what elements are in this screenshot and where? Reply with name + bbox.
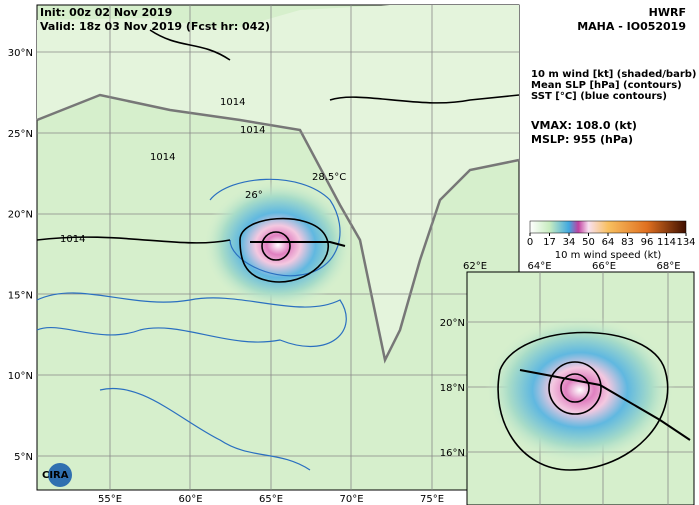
inset-lon-label: 66°E [592, 261, 616, 272]
colorbar-tick-label: 50 [582, 237, 595, 248]
lon-label: 55°E [98, 494, 122, 505]
slp-contours [36, 29, 520, 283]
colorbar-tick-label: 17 [543, 237, 556, 248]
contour-label: 26° [245, 190, 263, 201]
legend: 10 m wind [kt] (shaded/barb)Mean SLP [hP… [531, 69, 696, 102]
lat-label: 20°N [8, 210, 33, 221]
contour-label: 1014 [240, 125, 265, 136]
coastline [36, 93, 520, 364]
logo-mark [48, 463, 72, 487]
lon-label: 70°E [339, 494, 363, 505]
contour-label: 1014 [150, 152, 175, 163]
logo: CIRA [42, 470, 69, 481]
lon-label: 65°E [259, 494, 283, 505]
lat-label: 10°N [8, 371, 33, 382]
land [37, 5, 519, 360]
colorbar-tick-label: 134 [676, 237, 695, 248]
inset-wind-shading [485, 315, 675, 465]
legend-line: SST [°C] (blue contours) [531, 91, 667, 102]
model-label: HWRF [649, 6, 686, 19]
legend-line: 10 m wind [kt] (shaded/barb) [531, 69, 696, 80]
track [250, 241, 346, 247]
inset-lat-label: 18°N [440, 383, 465, 394]
colorbar-tick-label: 0 [527, 237, 533, 248]
lat-label: 15°N [8, 290, 33, 301]
inset-lon-label: 62°E [463, 261, 487, 272]
inset-lat-label: 16°N [440, 448, 465, 459]
main-map: CIRA 30°N 25°N 20°N 15°N 10°N 5°N 55°E 60°E 65°E… [8, 4, 520, 505]
contour-label: 28.5°C [312, 172, 346, 183]
lat-label: 5°N [14, 452, 33, 463]
lon-label: 75°E [420, 494, 444, 505]
inset-lat-label: 20°N [440, 318, 465, 329]
colorbar [529, 220, 687, 234]
init-label: Init: 00z 02 Nov 2019 [40, 6, 172, 19]
wind-shading [203, 180, 353, 310]
inset-map: 62°E 64°E 66°E 68°E 20°N 18°N 16°N [440, 261, 695, 505]
contour-label: 1014 [60, 234, 85, 245]
colorbar-tick-label: 83 [621, 237, 634, 248]
colorbar-tick-label: 114 [657, 237, 676, 248]
valid-label: Valid: 18z 03 Nov 2019 (Fcst hr: 042) [40, 20, 270, 33]
vmax: VMAX: 108.0 (kt) [531, 119, 637, 132]
storm-label: MAHA - IO052019 [577, 20, 686, 33]
inset-contours [497, 331, 691, 471]
contour-label: 1014 [220, 97, 245, 108]
inset-lon-label: 64°E [527, 261, 551, 272]
colorbar-tick-label: 64 [602, 237, 615, 248]
inset-lon-label: 68°E [656, 261, 680, 272]
lon-label: 60°E [178, 494, 202, 505]
colorbar-tick-label: 34 [563, 237, 576, 248]
colorbar-tick-label: 96 [641, 237, 654, 248]
colorbar-label: 10 m wind speed (kt) [555, 250, 662, 261]
sst-contours [36, 178, 347, 471]
lat-label: 30°N [8, 48, 33, 59]
legend-line: Mean SLP [hPa] (contours) [531, 80, 682, 91]
mslp: MSLP: 955 (hPa) [531, 133, 633, 146]
lat-label: 25°N [8, 129, 33, 140]
